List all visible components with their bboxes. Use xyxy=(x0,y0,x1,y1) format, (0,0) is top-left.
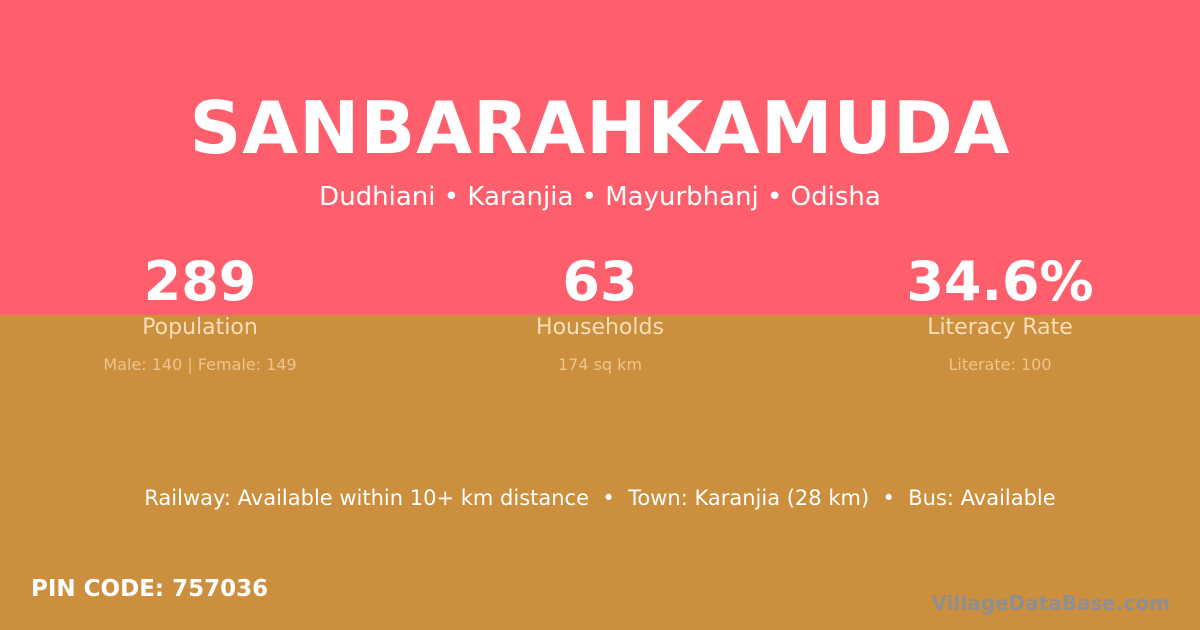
village-location: Dudhiani • Karanjia • Mayurbhanj • Odish… xyxy=(319,182,881,212)
stat-label: Households xyxy=(536,315,664,340)
brand-watermark: VillageDataBase.com xyxy=(931,591,1170,615)
header-band xyxy=(0,0,1200,315)
stat-value: 63 xyxy=(562,250,638,313)
stat-value: 289 xyxy=(143,250,257,313)
stat-detail: 174 sq km xyxy=(557,355,643,374)
pin-code: PIN CODE: 757036 xyxy=(31,576,269,602)
access-info: Railway: Available within 10+ km distanc… xyxy=(144,486,1056,510)
stat-label: Population xyxy=(142,315,258,340)
stat-detail: Male: 140 | Female: 149 xyxy=(103,355,297,374)
footer-band xyxy=(0,315,1200,630)
stat-value: 34.6% xyxy=(906,250,1094,313)
stat-detail: Literate: 100 xyxy=(948,355,1052,374)
stat-label: Literacy Rate xyxy=(927,315,1073,340)
village-name: SANBARAHKAMUDA xyxy=(189,86,1011,170)
